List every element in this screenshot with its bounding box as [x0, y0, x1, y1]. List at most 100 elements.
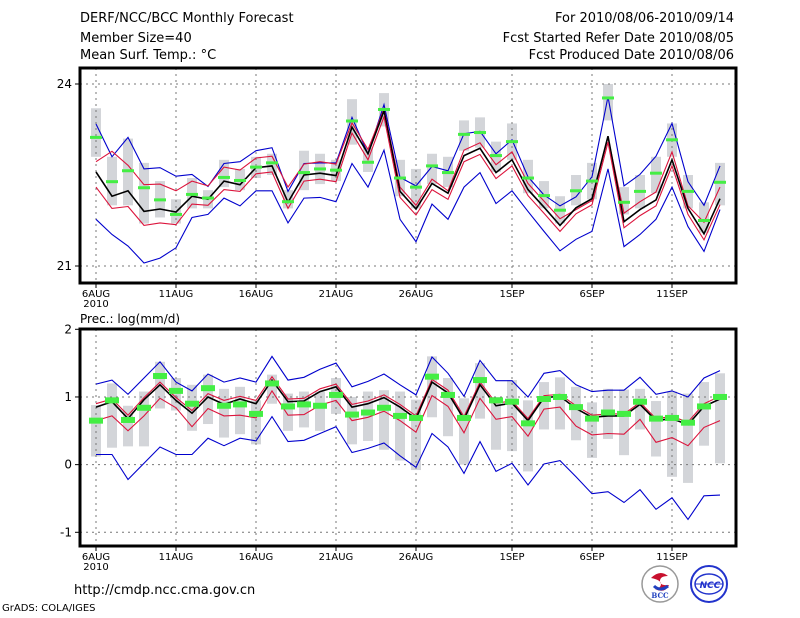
- precip-median-marker: [425, 373, 439, 380]
- temp-spread-box: [283, 190, 293, 209]
- precip-inner-upper-line: [95, 375, 721, 423]
- precip-median-marker: [377, 404, 391, 411]
- precip-spread-box: [587, 402, 597, 458]
- temp-median-marker: [506, 140, 518, 144]
- temp-median-marker: [266, 161, 278, 165]
- precip-spread-box: [187, 384, 197, 431]
- temp-median-marker: [250, 165, 262, 169]
- precip-median-marker: [121, 416, 135, 423]
- precip-median-marker: [553, 393, 567, 400]
- precip-frame: [78, 327, 738, 548]
- temp-xtick-label: 6SEP: [579, 289, 604, 300]
- precip-median-marker: [265, 380, 279, 387]
- precip-outer-lower-line: [96, 415, 721, 521]
- precip-spread-box: [651, 401, 661, 457]
- temp-median-marker: [554, 208, 566, 212]
- precip-median-marker: [505, 398, 519, 405]
- forecast-started-date: Fcst Started Refer Date 2010/08/05: [502, 31, 734, 46]
- precip-spread-box: [427, 356, 437, 418]
- temp-median-marker: [490, 154, 502, 158]
- precip-median-marker: [153, 372, 167, 379]
- temp-median-marker: [218, 175, 230, 179]
- precip-spread-box: [635, 388, 645, 430]
- precip-spread-box: [667, 391, 677, 477]
- precip-median-marker: [697, 403, 711, 410]
- precip-spread-box: [203, 374, 213, 425]
- precip-spread-box: [539, 382, 549, 430]
- temp-median-marker: [602, 96, 614, 100]
- temp-xtick-label: 16AUG: [239, 289, 274, 300]
- precip-median-marker: [617, 410, 631, 417]
- source-url[interactable]: http://cmdp.ncc.cma.gov.cn: [74, 583, 256, 598]
- precip-spread-box: [251, 400, 261, 445]
- temp-median-marker: [90, 135, 102, 139]
- temp-inner-lower-line: [95, 114, 721, 242]
- precip-median-marker: [457, 414, 471, 421]
- precip-median-marker: [473, 377, 487, 384]
- temp-median-marker: [154, 198, 166, 202]
- precip-spread-box: [411, 399, 421, 471]
- precip-ytick-label: 2: [64, 322, 72, 336]
- precip-median-marker: [681, 419, 695, 426]
- precip-median-marker: [665, 414, 679, 421]
- temp-median-marker: [650, 171, 662, 175]
- precip-xtick-label: 26AUG: [399, 552, 434, 563]
- temp-xtick-label: 6AUG: [82, 289, 110, 300]
- temp-xtick-year: 2010: [83, 299, 108, 310]
- precip-spread-box: [363, 391, 373, 441]
- precip-spread-box: [315, 391, 325, 431]
- temp-median-marker: [138, 186, 150, 190]
- temp-median-marker: [234, 178, 246, 182]
- precip-spread-box: [507, 380, 517, 452]
- precip-median-marker: [281, 403, 295, 410]
- temp-median-marker: [586, 179, 598, 183]
- precip-spread-box: [619, 389, 629, 456]
- precip-median-marker: [649, 415, 663, 422]
- temp-median-marker: [394, 176, 406, 180]
- temp-spread-box: [651, 156, 661, 194]
- precip-ytick-label: 0: [64, 458, 72, 472]
- precip-panel-title: Prec.: log(mm/d): [80, 312, 180, 326]
- precip-spread-box: [571, 386, 581, 441]
- variable-label: Mean Surf. Temp.: °C: [80, 48, 217, 63]
- temp-median-marker: [634, 189, 646, 193]
- precip-xtick-label: 11AUG: [159, 552, 194, 563]
- temp-median-marker: [202, 196, 214, 200]
- precip-median-marker: [201, 385, 215, 392]
- temp-median-marker: [186, 192, 198, 196]
- temp-spread-box: [603, 84, 613, 121]
- temp-median-marker: [106, 180, 118, 184]
- temp-median-marker: [682, 189, 694, 193]
- precip-median-marker: [89, 417, 103, 424]
- precip-median-marker: [585, 415, 599, 422]
- temp-xtick-label: 11SEP: [656, 289, 687, 300]
- precip-spread-box: [139, 391, 149, 447]
- temp-median-marker: [458, 132, 470, 136]
- precip-median-marker: [521, 420, 535, 427]
- precip-spread-box: [491, 396, 501, 450]
- precip-spread-box: [715, 373, 725, 464]
- temp-median-marker: [474, 131, 486, 135]
- precip-spread-box: [395, 391, 405, 461]
- temp-frame: [78, 66, 738, 285]
- temp-spread-box: [427, 153, 437, 185]
- precip-spread-box: [283, 393, 293, 431]
- temp-median-marker: [538, 194, 550, 198]
- ncc-logo-text: NCC: [700, 581, 721, 591]
- precip-inner-lower-line: [95, 389, 721, 447]
- precip-median-marker: [105, 397, 119, 404]
- precip-spread-box: [123, 405, 133, 447]
- precip-median-marker: [249, 410, 263, 417]
- temp-median-marker: [346, 119, 358, 123]
- temp-median-marker: [618, 200, 630, 204]
- temp-median-marker: [330, 168, 342, 172]
- precip-median-marker: [569, 404, 583, 411]
- temp-median-marker: [170, 212, 182, 216]
- precip-median-marker: [537, 395, 551, 402]
- precip-median-marker: [233, 401, 247, 408]
- temp-spread-box: [715, 162, 725, 206]
- precip-xtick-year: 2010: [83, 562, 108, 573]
- bcc-logo-swirl: [651, 572, 669, 591]
